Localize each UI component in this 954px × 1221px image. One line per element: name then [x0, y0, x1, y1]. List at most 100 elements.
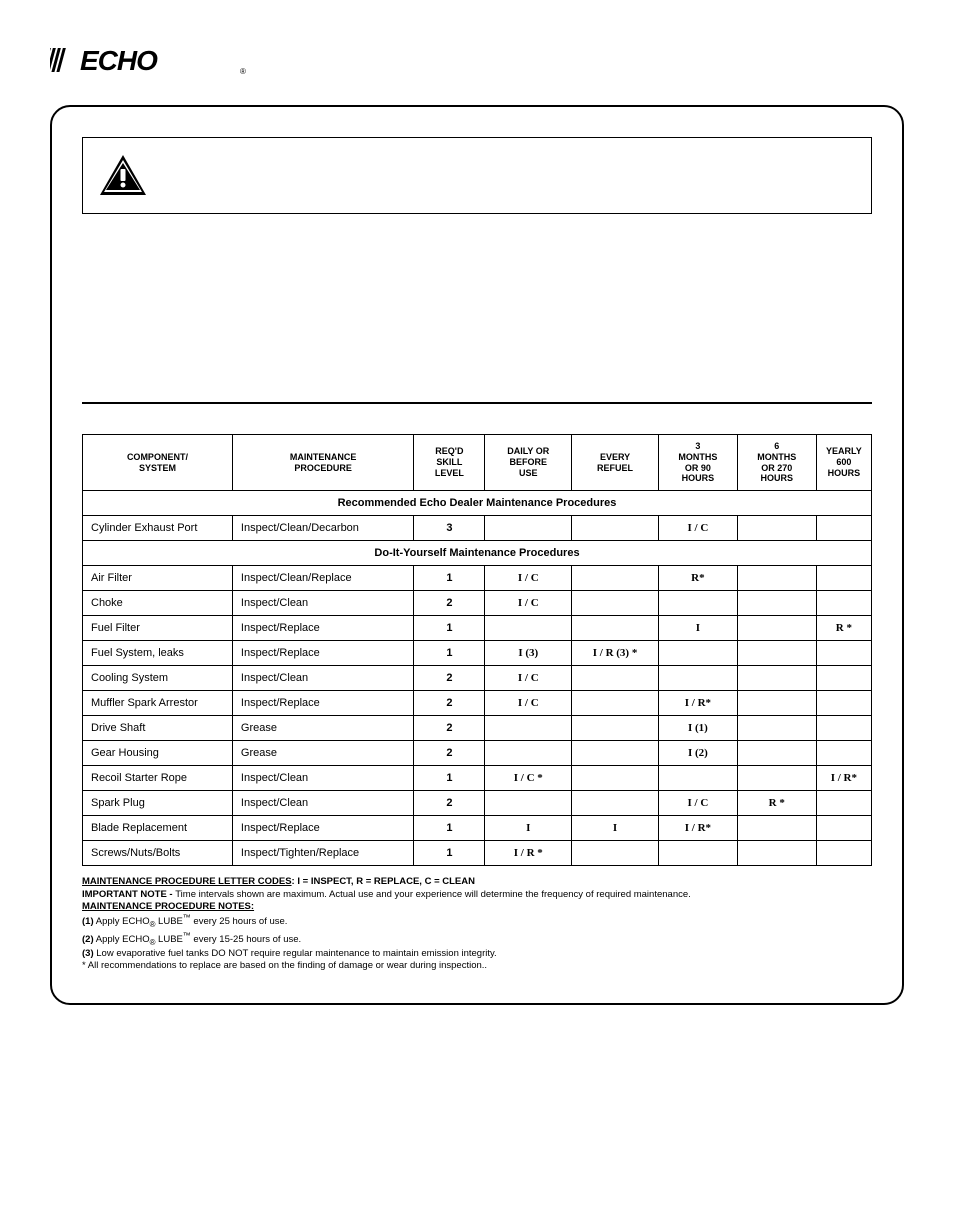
tm-1: ™: [183, 913, 191, 922]
note-2-text-c: every 15-25 hours of use.: [191, 934, 301, 945]
table-cell: 1: [414, 566, 485, 591]
svg-text:ECHO: ECHO: [80, 45, 158, 76]
table-cell: [737, 766, 816, 791]
table-cell: [572, 516, 659, 541]
page-frame: COMPONENT/SYSTEM MAINTENANCEPROCEDURE RE…: [50, 105, 904, 1005]
table-cell: 2: [414, 716, 485, 741]
table-cell: [658, 591, 737, 616]
important-text: Time intervals shown are maximum. Actual…: [175, 889, 691, 900]
note-3-label: (3): [82, 948, 94, 959]
table-cell: Recoil Starter Rope: [83, 766, 233, 791]
table-cell: [737, 666, 816, 691]
table-cell: 2: [414, 666, 485, 691]
table-cell: 2: [414, 791, 485, 816]
table-cell: I / R*: [816, 766, 871, 791]
table-cell: [572, 691, 659, 716]
table-cell: [816, 816, 871, 841]
table-cell: I (1): [658, 716, 737, 741]
table-cell: Cooling System: [83, 666, 233, 691]
table-cell: I / C: [658, 791, 737, 816]
col-refuel: EVERYREFUEL: [572, 435, 659, 491]
table-cell: [737, 516, 816, 541]
table-row: Blade ReplacementInspect/Replace1III / R…: [83, 816, 872, 841]
table-row: Cylinder Exhaust PortInspect/Clean/Decar…: [83, 516, 872, 541]
table-cell: 2: [414, 591, 485, 616]
note-2-text-a: Apply ECHO: [94, 934, 150, 945]
col-6months: 6MONTHSOR 270HOURS: [737, 435, 816, 491]
warning-icon: [98, 153, 148, 198]
table-cell: I / C *: [485, 766, 572, 791]
table-cell: Cylinder Exhaust Port: [83, 516, 233, 541]
table-cell: [572, 616, 659, 641]
table-row: Drive ShaftGrease2 I (1): [83, 716, 872, 741]
table-cell: Inspect/Clean/Decarbon: [232, 516, 413, 541]
table-cell: [816, 666, 871, 691]
table-header-row: COMPONENT/SYSTEM MAINTENANCEPROCEDURE RE…: [83, 435, 872, 491]
table-cell: Inspect/Replace: [232, 691, 413, 716]
note-2-text-b: LUBE: [155, 934, 182, 945]
table-cell: [572, 741, 659, 766]
table-cell: [816, 641, 871, 666]
section-row: Recommended Echo Dealer Maintenance Proc…: [83, 491, 872, 516]
table-cell: I / C: [485, 566, 572, 591]
table-row: Fuel System, leaksInspect/Replace1I (3)I…: [83, 641, 872, 666]
table-cell: I (3): [485, 641, 572, 666]
table-cell: Inspect/Replace: [232, 616, 413, 641]
table-cell: I / C: [658, 516, 737, 541]
table-cell: I / C: [485, 691, 572, 716]
table-cell: Choke: [83, 591, 233, 616]
table-cell: 2: [414, 741, 485, 766]
table-cell: I (2): [658, 741, 737, 766]
section-label: Recommended Echo Dealer Maintenance Proc…: [83, 491, 872, 516]
table-cell: [658, 666, 737, 691]
content-spacer: [82, 254, 872, 404]
col-skill: REQ'DSKILLLEVEL: [414, 435, 485, 491]
table-cell: I: [658, 616, 737, 641]
table-cell: I / R*: [658, 816, 737, 841]
table-cell: [572, 791, 659, 816]
table-cell: [485, 791, 572, 816]
table-cell: [572, 716, 659, 741]
table-cell: [572, 766, 659, 791]
table-cell: [816, 516, 871, 541]
star-note: * All recommendations to replace are bas…: [82, 960, 487, 971]
table-cell: [658, 841, 737, 866]
table-cell: Gear Housing: [83, 741, 233, 766]
table-cell: I / R *: [485, 841, 572, 866]
codes-label: MAINTENANCE PROCEDURE LETTER CODES: [82, 876, 292, 887]
codes-text: : I = INSPECT, R = REPLACE, C = CLEAN: [292, 876, 475, 887]
table-cell: Inspect/Clean: [232, 791, 413, 816]
table-cell: Blade Replacement: [83, 816, 233, 841]
table-cell: Fuel Filter: [83, 616, 233, 641]
tm-2: ™: [183, 931, 191, 940]
table-cell: [816, 841, 871, 866]
table-cell: Inspect/Clean/Replace: [232, 566, 413, 591]
table-row: Spark PlugInspect/Clean2 I / CR *: [83, 791, 872, 816]
note-1-label: (1): [82, 916, 94, 927]
table-cell: [816, 716, 871, 741]
table-cell: R *: [816, 616, 871, 641]
table-cell: Spark Plug: [83, 791, 233, 816]
table-cell: Inspect/Replace: [232, 641, 413, 666]
table-cell: Screws/Nuts/Bolts: [83, 841, 233, 866]
note-2-label: (2): [82, 934, 94, 945]
important-label: IMPORTANT NOTE -: [82, 889, 175, 900]
note-1-text-c: every 25 hours of use.: [191, 916, 288, 927]
table-cell: I / R (3) *: [572, 641, 659, 666]
table-cell: [485, 516, 572, 541]
col-3months: 3MONTHSOR 90HOURS: [658, 435, 737, 491]
table-row: Screws/Nuts/BoltsInspect/Tighten/Replace…: [83, 841, 872, 866]
table-cell: [737, 716, 816, 741]
table-cell: Grease: [232, 716, 413, 741]
table-cell: 1: [414, 641, 485, 666]
table-cell: [485, 741, 572, 766]
table-cell: [572, 841, 659, 866]
table-cell: R *: [737, 791, 816, 816]
table-cell: I / C: [485, 666, 572, 691]
table-cell: [737, 691, 816, 716]
table-cell: [485, 716, 572, 741]
note-1-text-b: LUBE: [155, 916, 182, 927]
table-cell: Drive Shaft: [83, 716, 233, 741]
table-cell: [816, 741, 871, 766]
table-cell: Inspect/Clean: [232, 666, 413, 691]
